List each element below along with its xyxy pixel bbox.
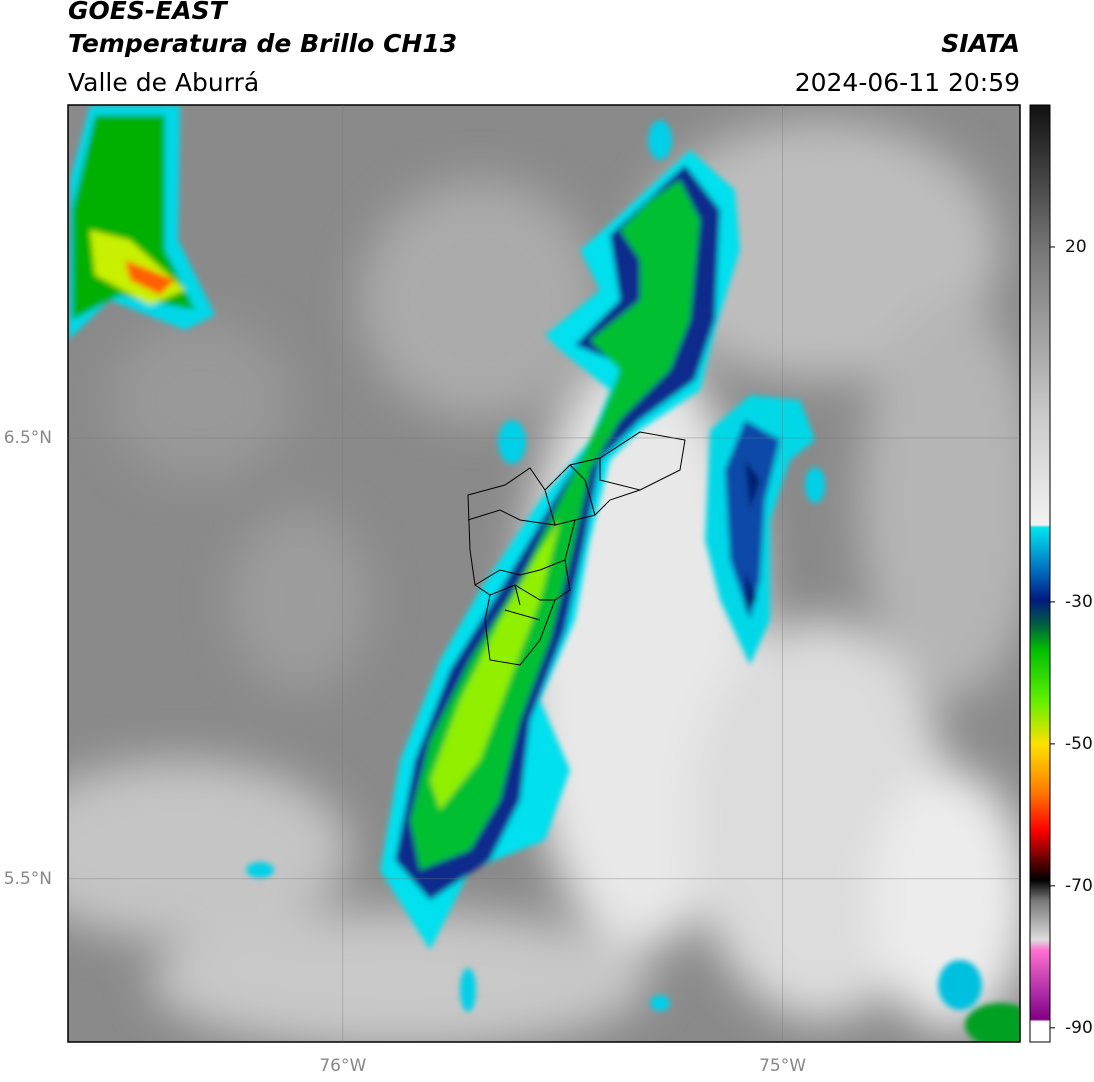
x-tick-label: 75°W: [759, 1056, 806, 1076]
region: Valle de Aburrá: [68, 68, 259, 97]
timestamp: 2024-06-11 20:59: [795, 68, 1020, 97]
y-tick-label: 5.5°N: [4, 869, 52, 889]
source: SIATA: [941, 29, 1020, 58]
colorbar-tick-label: -30: [1065, 592, 1093, 612]
title: GOES-EAST: [68, 0, 229, 25]
municipal-boundaries: [467, 431, 686, 666]
colorbar-tick-label: -70: [1065, 876, 1093, 896]
satellite-image: [68, 105, 1020, 1042]
colorbar-tick-label: 20: [1065, 237, 1087, 257]
subtitle: Temperatura de Brillo CH13: [68, 29, 457, 58]
colorbar: [1029, 104, 1051, 1043]
colorbar-tick-label: -50: [1065, 734, 1093, 754]
y-tick-label: 6.5°N: [4, 428, 52, 448]
map-frame: [67, 104, 1021, 1043]
x-tick-label: 76°W: [319, 1056, 366, 1076]
colorbar-tick-label: -90: [1065, 1018, 1093, 1038]
